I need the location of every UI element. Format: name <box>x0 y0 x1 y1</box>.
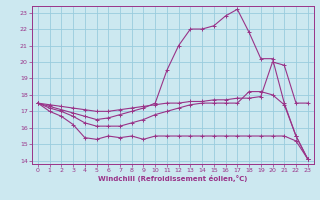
X-axis label: Windchill (Refroidissement éolien,°C): Windchill (Refroidissement éolien,°C) <box>98 175 247 182</box>
